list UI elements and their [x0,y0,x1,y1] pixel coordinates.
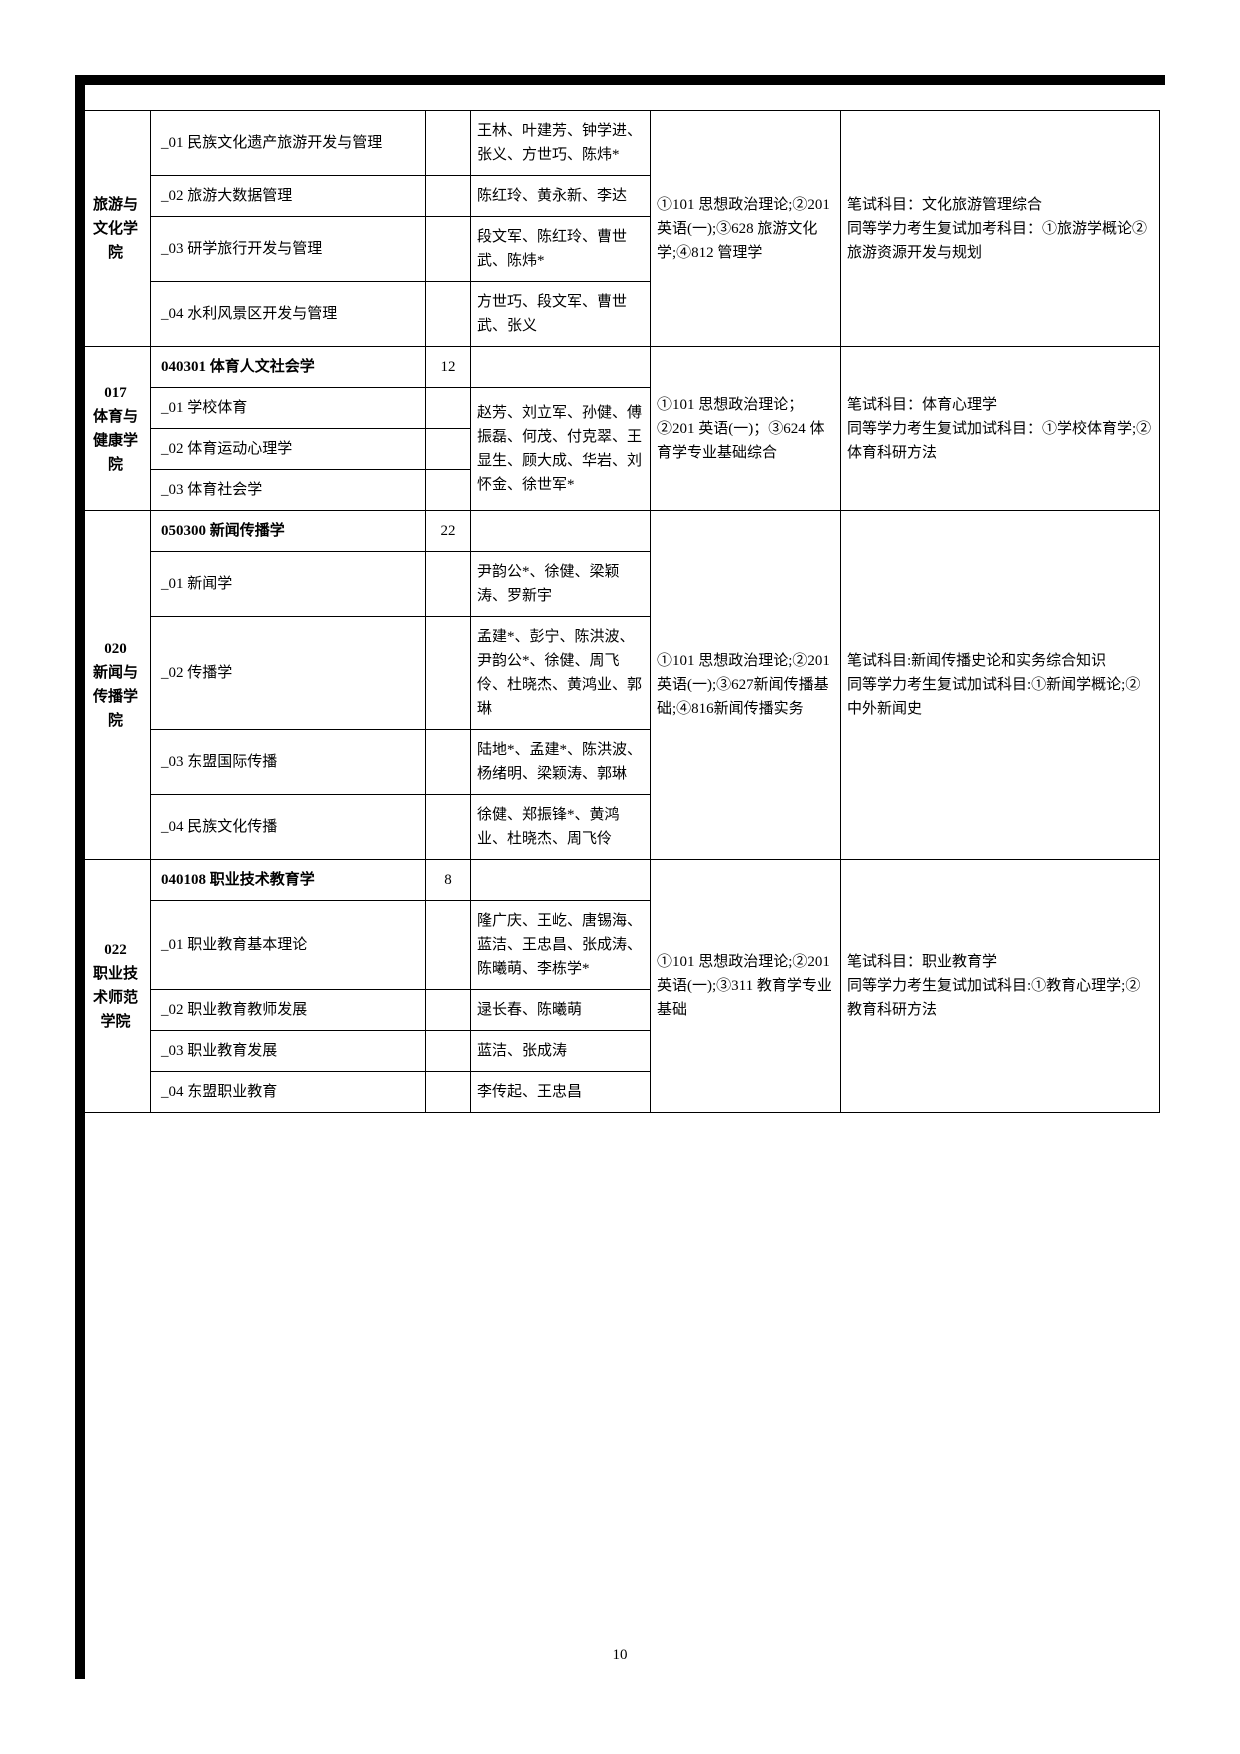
content-area: 旅游与文化学院_01 民族文化遗产旅游开发与管理王林、叶建芳、钟学进、张义、方世… [80,110,1160,1113]
advisors-cell: 逯长春、陈曦萌 [471,990,651,1031]
direction-cell: _04 东盟职业教育 [151,1072,426,1113]
department-name: 017体育与健康学院 [81,347,151,511]
table-row: 022职业技术师范学院040108 职业技术教育学8①101 思想政治理论;②2… [81,860,1160,901]
number-cell [426,217,471,282]
number-cell [426,1031,471,1072]
advisors-cell: 陆地*、孟建*、陈洪波、杨绪明、梁颖涛、郭琳 [471,730,651,795]
direction-cell: _04 水利风景区开发与管理 [151,282,426,347]
page-number: 10 [0,1647,1240,1664]
direction-cell: _02 传播学 [151,617,426,730]
number-cell [426,470,471,511]
number-cell [426,388,471,429]
direction-cell: 050300 新闻传播学 [151,511,426,552]
number-cell [426,901,471,990]
advisors-cell: 孟建*、彭宁、陈洪波、尹韵公*、徐健、周飞伶、杜晓杰、黄鸿业、郭琳 [471,617,651,730]
advisors-cell [471,347,651,388]
direction-cell: _01 新闻学 [151,552,426,617]
number-cell [426,429,471,470]
number-cell: 12 [426,347,471,388]
number-cell [426,617,471,730]
exam-cell: ①101 思想政治理论;②201 英语(一);③628 旅游文化学;④812 管… [651,111,841,347]
direction-cell: _04 民族文化传播 [151,795,426,860]
notes-cell: 笔试科目:新闻传播史论和实务综合知识同等学力考生复试加试科目:①新闻学概论;②中… [841,511,1160,860]
direction-cell: _03 职业教育发展 [151,1031,426,1072]
page-top-border [75,75,1165,105]
department-name: 020新闻与传播学院 [81,511,151,860]
number-cell: 8 [426,860,471,901]
direction-cell: _01 职业教育基本理论 [151,901,426,990]
table-row: 017体育与健康学院040301 体育人文社会学12①101 思想政治理论；②2… [81,347,1160,388]
advisors-cell: 徐健、郑振锋*、黄鸿业、杜晓杰、周飞伶 [471,795,651,860]
direction-cell: 040301 体育人文社会学 [151,347,426,388]
number-cell [426,730,471,795]
advisors-cell: 隆广庆、王屹、唐锡海、蓝洁、王忠昌、张成涛、陈曦萌、李栋学* [471,901,651,990]
advisors-cell: 王林、叶建芳、钟学进、张义、方世巧、陈炜* [471,111,651,176]
advisors-cell [471,511,651,552]
advisors-cell [471,860,651,901]
direction-cell: _02 职业教育教师发展 [151,990,426,1031]
number-cell [426,282,471,347]
table-row: 旅游与文化学院_01 民族文化遗产旅游开发与管理王林、叶建芳、钟学进、张义、方世… [81,111,1160,176]
direction-cell: _03 体育社会学 [151,470,426,511]
notes-cell: 笔试科目：文化旅游管理综合同等学力考生复试加考科目：①旅游学概论②旅游资源开发与… [841,111,1160,347]
advisors-cell: 蓝洁、张成涛 [471,1031,651,1072]
number-cell [426,552,471,617]
advisors-cell: 方世巧、段文军、曹世武、张义 [471,282,651,347]
table-row: 020新闻与传播学院050300 新闻传播学22①101 思想政治理论;②201… [81,511,1160,552]
number-cell [426,1072,471,1113]
number-cell [426,990,471,1031]
number-cell [426,176,471,217]
exam-cell: ①101 思想政治理论;②201 英语(一);③627新闻传播基础;④816新闻… [651,511,841,860]
advisors-cell: 尹韵公*、徐健、梁颖涛、罗新宇 [471,552,651,617]
department-name: 旅游与文化学院 [81,111,151,347]
number-cell [426,795,471,860]
exam-cell: ①101 思想政治理论;②201 英语(一);③311 教育学专业基础 [651,860,841,1113]
advisors-cell: 段文军、陈红玲、曹世武、陈炜* [471,217,651,282]
direction-cell: 040108 职业技术教育学 [151,860,426,901]
number-cell [426,111,471,176]
advisors-cell: 赵芳、刘立军、孙健、傅振磊、何茂、付克翠、王显生、顾大成、华岩、刘怀金、徐世军* [471,388,651,511]
number-cell: 22 [426,511,471,552]
direction-cell: _02 体育运动心理学 [151,429,426,470]
exam-cell: ①101 思想政治理论；②201 英语(一)；③624 体育学专业基础综合 [651,347,841,511]
direction-cell: _01 学校体育 [151,388,426,429]
notes-cell: 笔试科目：体育心理学同等学力考生复试加试科目：①学校体育学;②体育科研方法 [841,347,1160,511]
direction-cell: _01 民族文化遗产旅游开发与管理 [151,111,426,176]
direction-cell: _03 研学旅行开发与管理 [151,217,426,282]
department-name: 022职业技术师范学院 [81,860,151,1113]
advisors-cell: 陈红玲、黄永新、李达 [471,176,651,217]
direction-cell: _02 旅游大数据管理 [151,176,426,217]
admissions-table: 旅游与文化学院_01 民族文化遗产旅游开发与管理王林、叶建芳、钟学进、张义、方世… [80,110,1160,1113]
direction-cell: _03 东盟国际传播 [151,730,426,795]
notes-cell: 笔试科目：职业教育学同等学力考生复试加试科目:①教育心理学;②教育科研方法 [841,860,1160,1113]
advisors-cell: 李传起、王忠昌 [471,1072,651,1113]
